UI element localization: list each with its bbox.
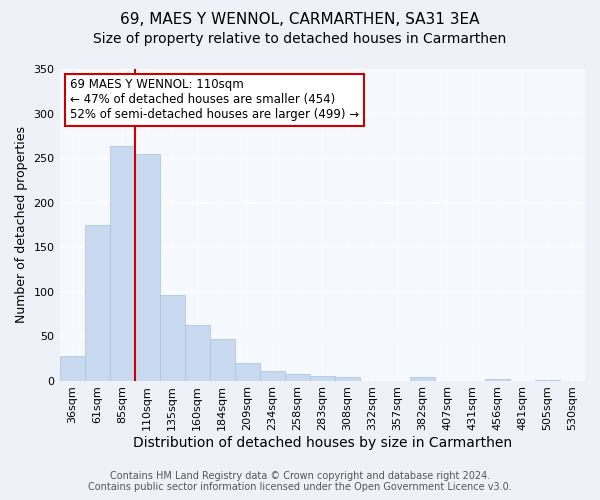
Bar (209, 338, 235, 380)
Bar (185, 326, 209, 380)
Bar (85, 225, 110, 380)
Text: 69 MAES Y WENNOL: 110sqm
← 47% of detached houses are smaller (454)
52% of semi-: 69 MAES Y WENNOL: 110sqm ← 47% of detach… (70, 78, 359, 122)
Bar (335, 377, 360, 380)
X-axis label: Distribution of detached houses by size in Carmarthen: Distribution of detached houses by size … (133, 436, 512, 450)
Bar (410, 377, 435, 380)
Bar (310, 376, 335, 380)
Bar (235, 363, 260, 380)
Bar (110, 146, 134, 380)
Text: Size of property relative to detached houses in Carmarthen: Size of property relative to detached ho… (94, 32, 506, 46)
Bar (285, 374, 310, 380)
Bar (59, 356, 85, 380)
Bar (134, 154, 160, 380)
Bar (260, 371, 285, 380)
Text: Contains HM Land Registry data © Crown copyright and database right 2024.
Contai: Contains HM Land Registry data © Crown c… (88, 471, 512, 492)
Bar (160, 295, 185, 380)
Bar (485, 379, 510, 380)
Y-axis label: Number of detached properties: Number of detached properties (15, 126, 28, 324)
Text: 69, MAES Y WENNOL, CARMARTHEN, SA31 3EA: 69, MAES Y WENNOL, CARMARTHEN, SA31 3EA (120, 12, 480, 28)
